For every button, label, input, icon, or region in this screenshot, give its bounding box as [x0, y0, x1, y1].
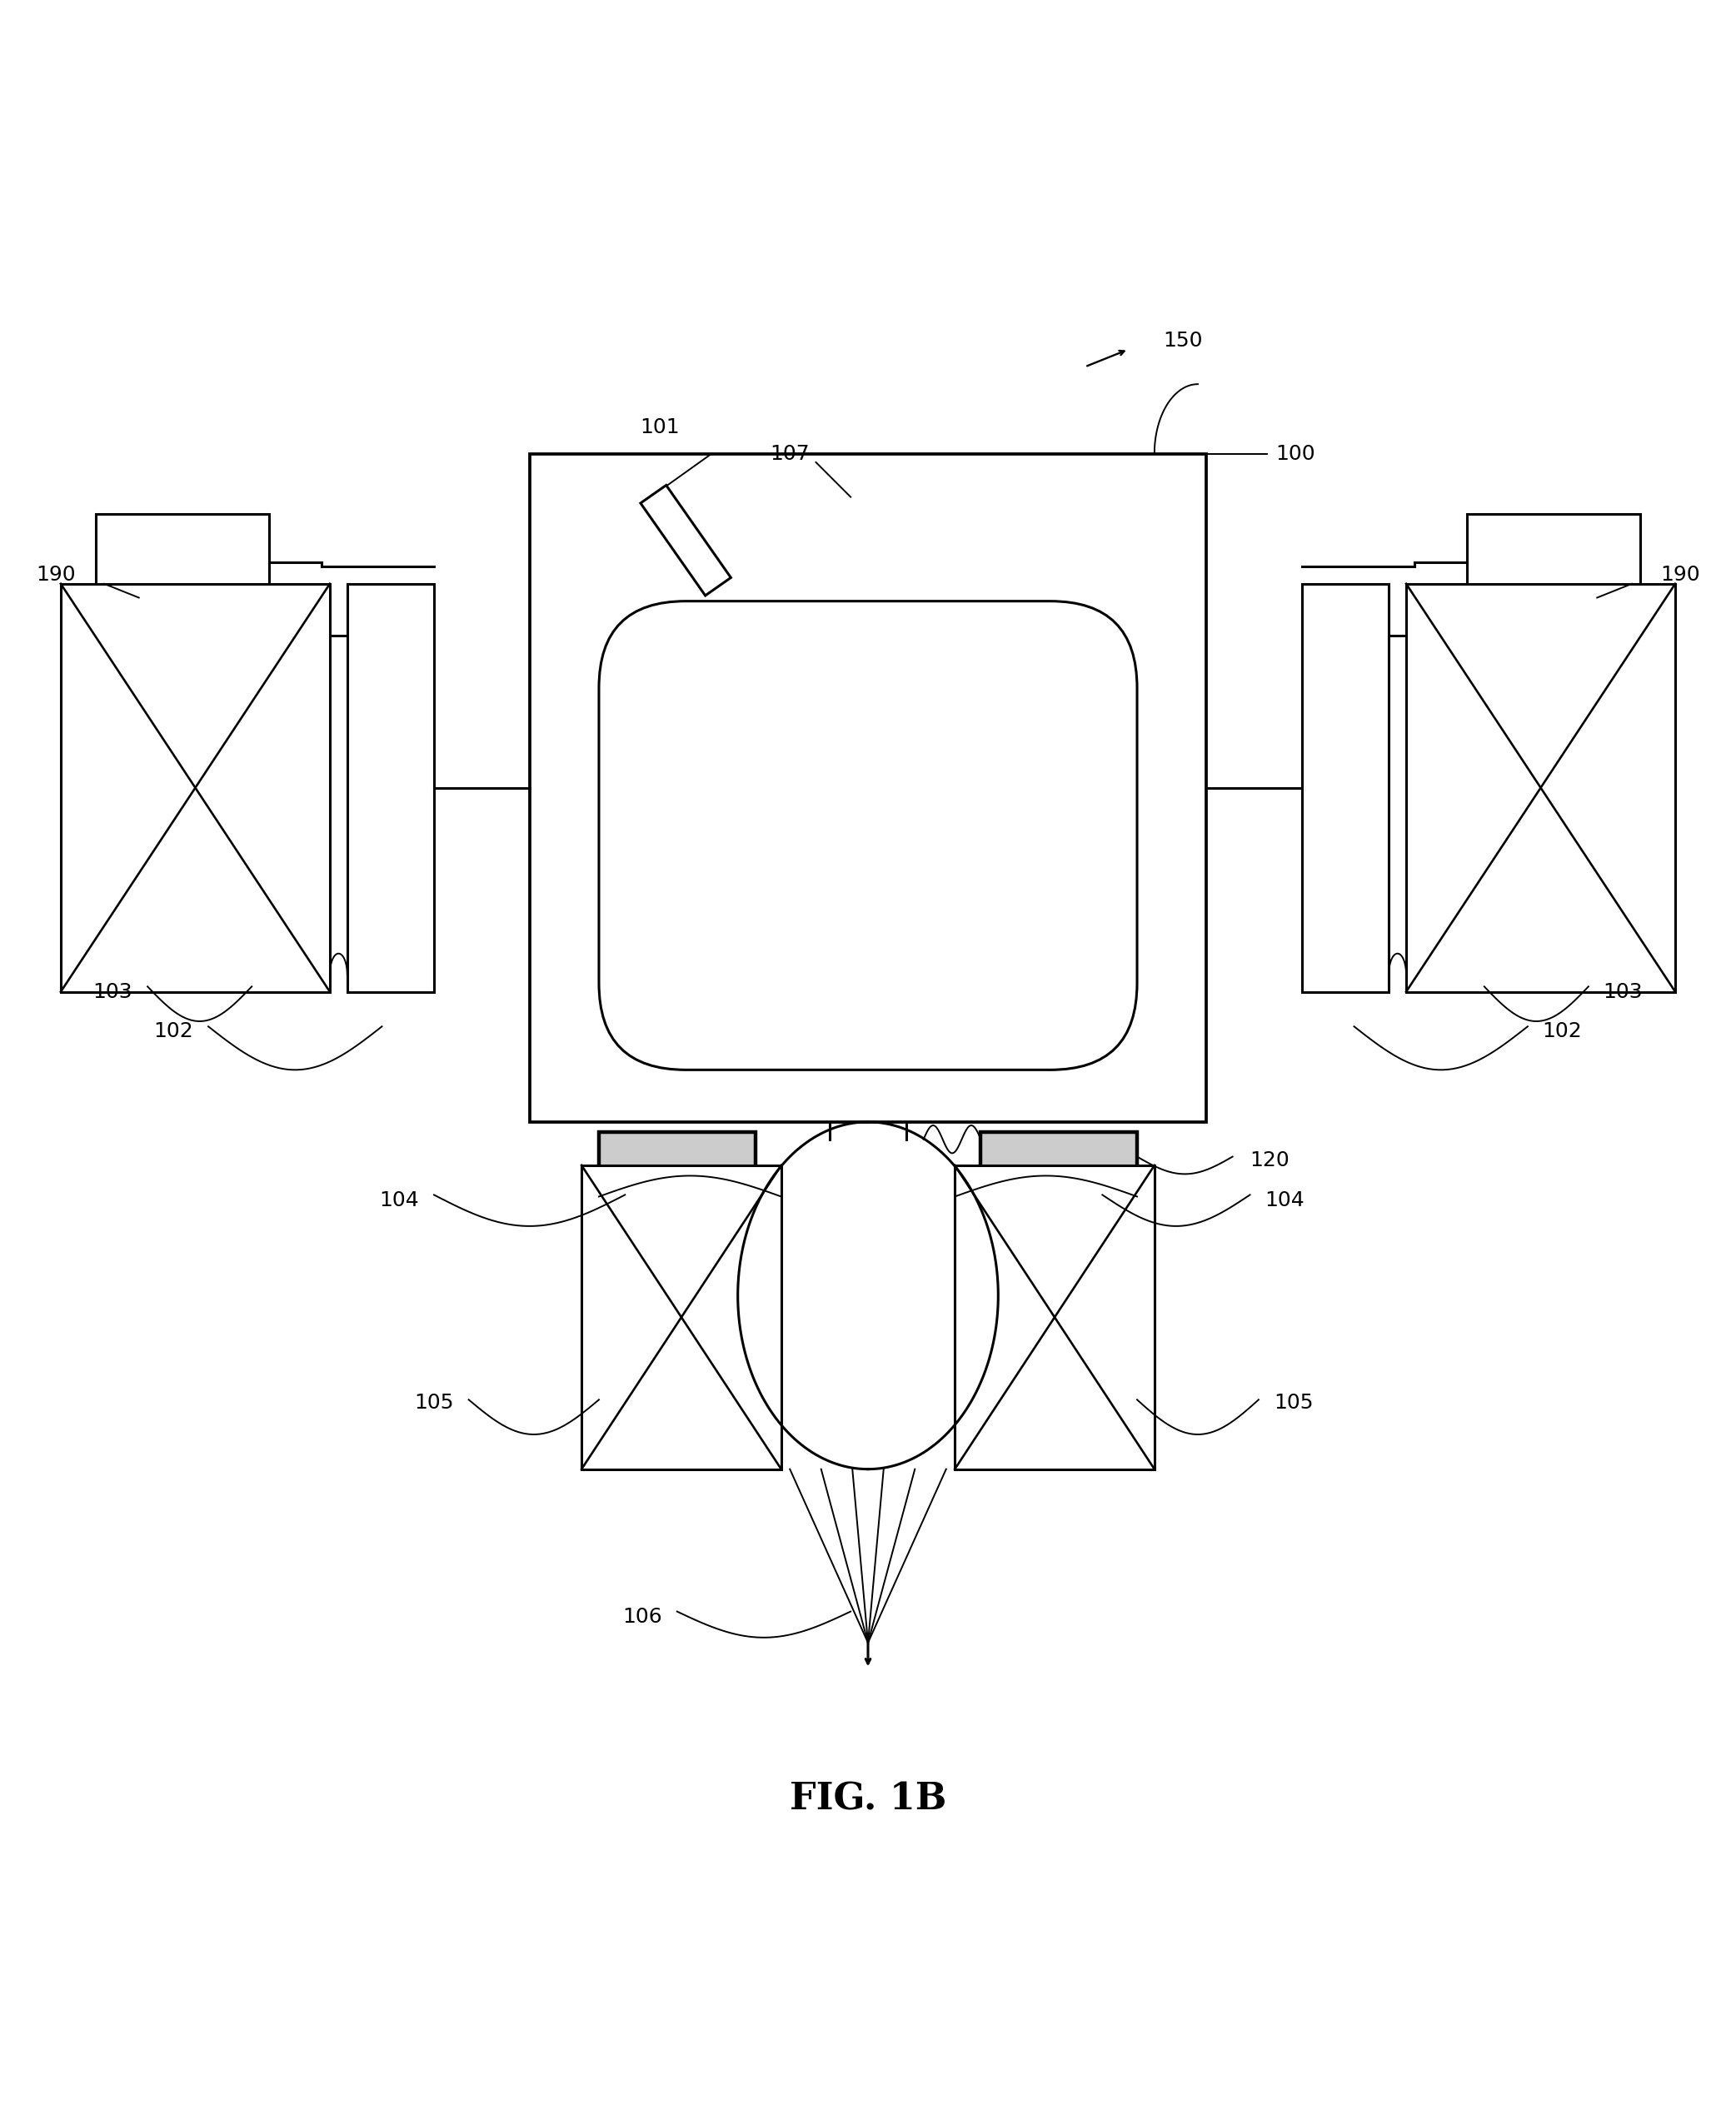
Bar [1302, 583, 1389, 991]
Bar [981, 1132, 1137, 1170]
Bar [955, 1166, 1154, 1469]
Text: 107: 107 [771, 444, 809, 463]
Text: 100: 100 [1276, 444, 1316, 463]
Bar [1406, 583, 1675, 991]
FancyBboxPatch shape [599, 602, 1137, 1069]
Bar [582, 1166, 781, 1469]
Text: 104: 104 [380, 1189, 418, 1210]
Text: 105: 105 [415, 1394, 453, 1412]
Text: 150: 150 [1163, 330, 1203, 352]
Text: 102: 102 [1543, 1021, 1581, 1042]
Bar [641, 486, 731, 596]
Text: 104: 104 [1266, 1189, 1304, 1210]
Bar [95, 514, 269, 610]
Text: 101: 101 [641, 417, 679, 438]
Text: 103: 103 [94, 981, 132, 1002]
Bar [1467, 514, 1641, 610]
Text: 103: 103 [1604, 981, 1642, 1002]
Text: 106: 106 [623, 1606, 661, 1627]
Bar [61, 583, 330, 991]
Text: 105: 105 [1274, 1394, 1312, 1412]
Bar [529, 453, 1207, 1122]
Bar [599, 1132, 755, 1170]
Text: 102: 102 [155, 1021, 193, 1042]
Text: 190: 190 [1661, 564, 1700, 585]
Text: 120: 120 [1250, 1149, 1290, 1170]
Text: 190: 190 [36, 564, 75, 585]
Bar [347, 583, 434, 991]
Text: FIG. 1B: FIG. 1B [790, 1781, 946, 1817]
